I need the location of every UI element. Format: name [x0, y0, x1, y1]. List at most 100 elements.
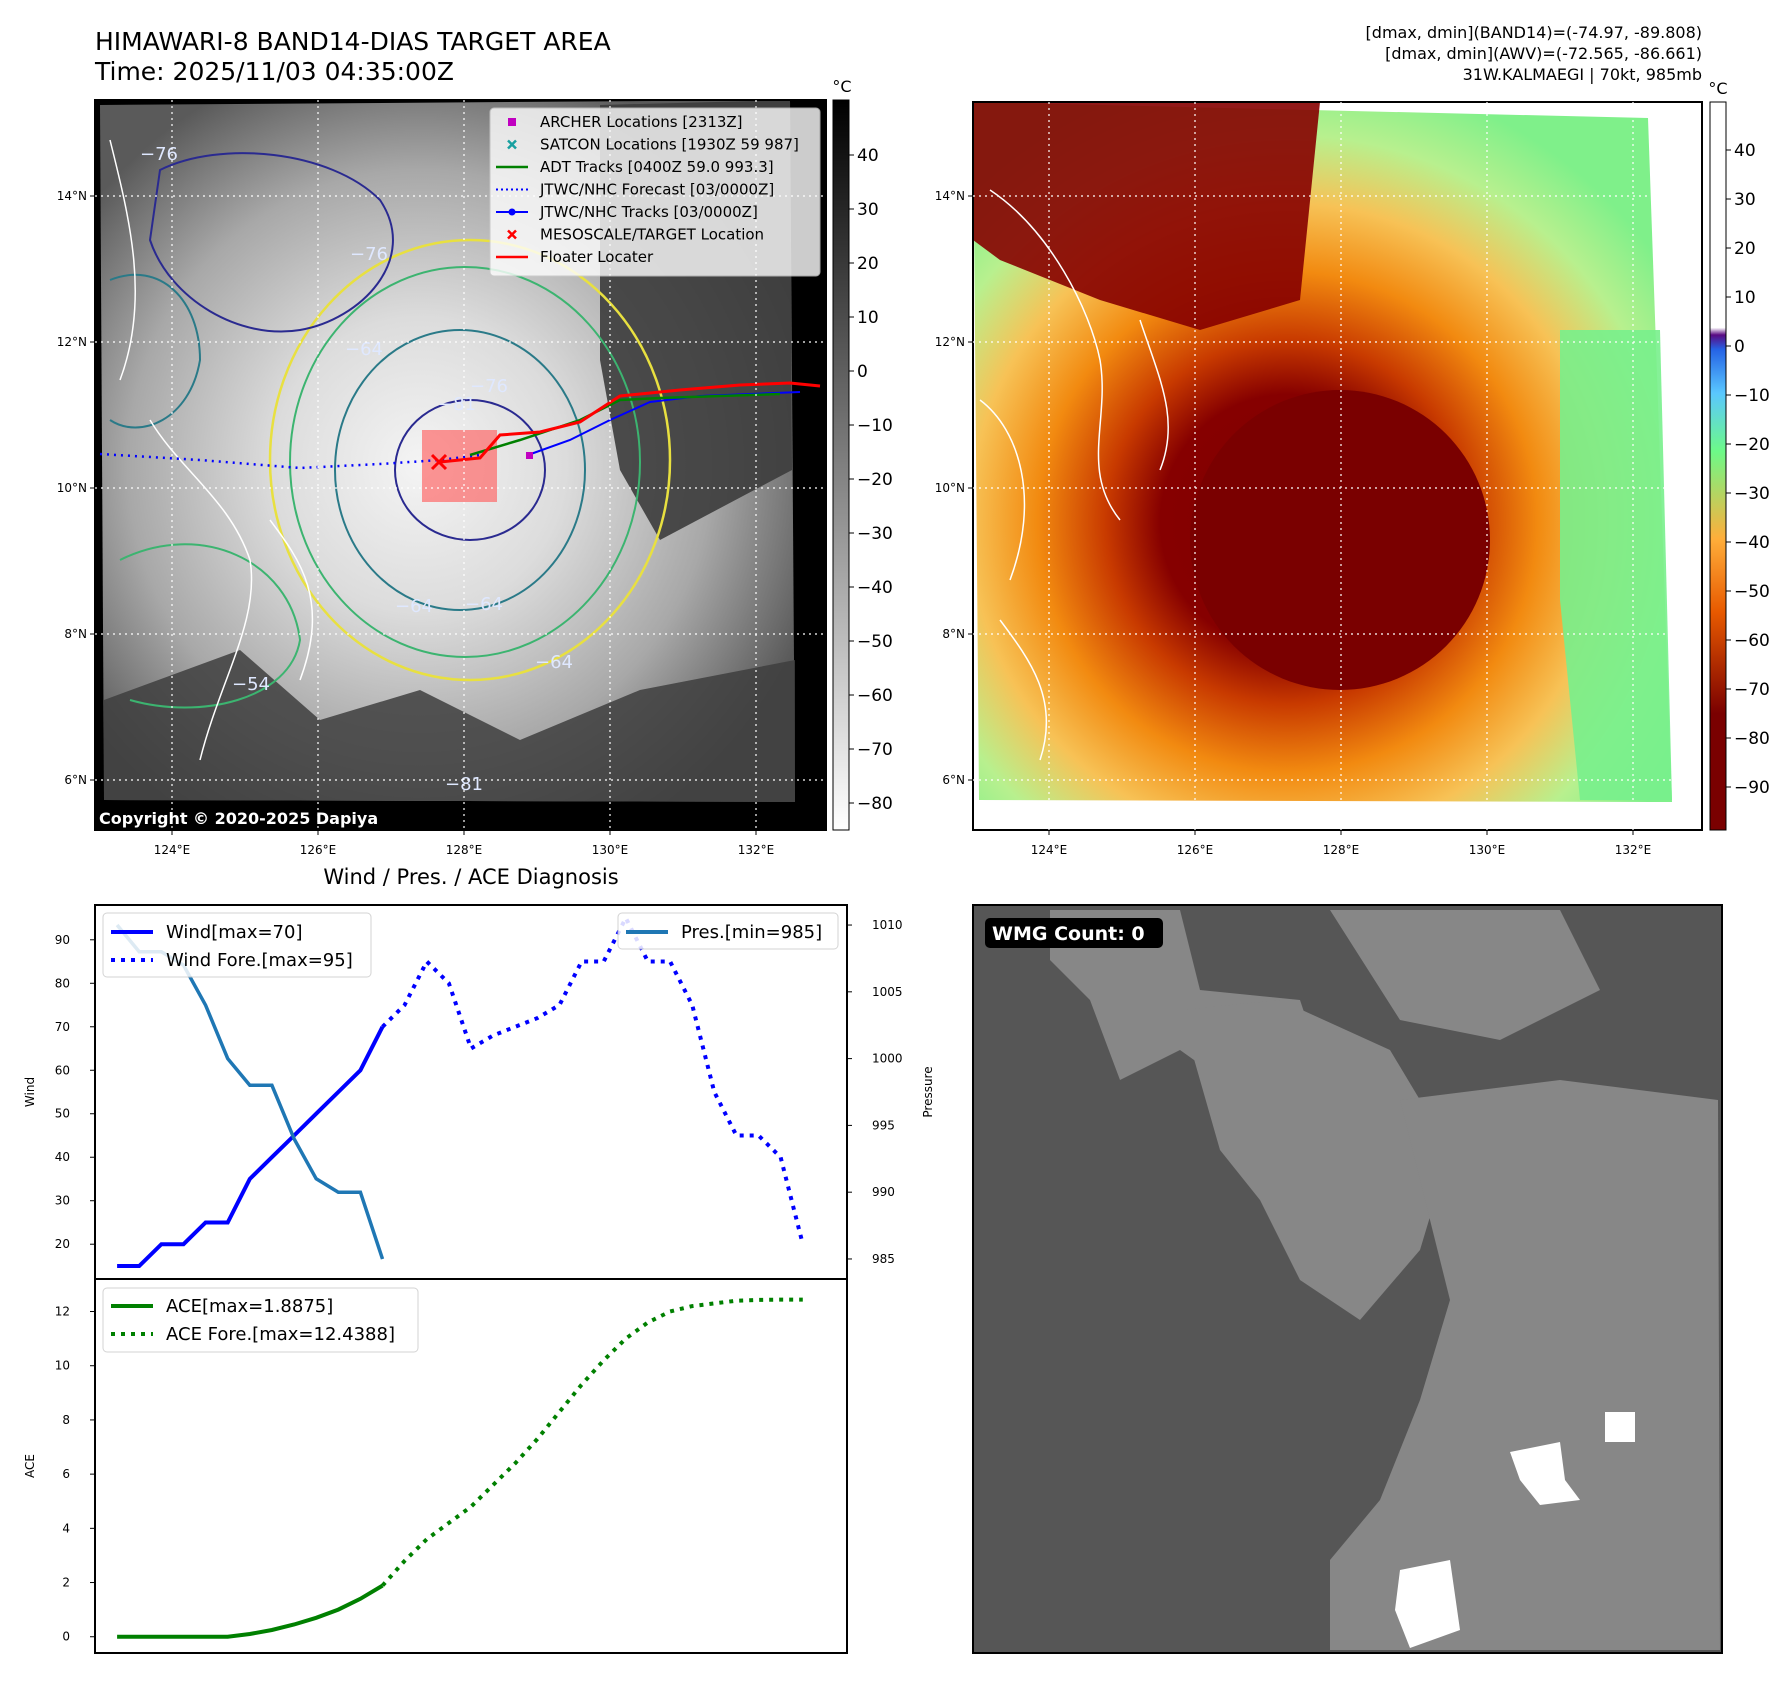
ace-forecast-line — [381, 1297, 803, 1587]
pressure-tick-label: 1005 — [872, 985, 903, 999]
colorbar-tick-label: 40 — [857, 146, 879, 166]
ace-tick-label: 0 — [62, 1630, 70, 1644]
wmg-white-patch-1 — [1605, 1412, 1635, 1442]
ir-legend-item: Floater Locater — [496, 248, 654, 266]
ir-contour-southwest — [119, 543, 302, 709]
awv-northwest-dry-region — [973, 102, 1320, 330]
ir-contour-label: −64 — [345, 339, 383, 360]
lat-tick-label: 10°N — [57, 481, 87, 495]
ir-legend-label: Floater Locater — [540, 248, 654, 266]
ir-colorbar — [832, 99, 850, 831]
ir-copyright-box — [95, 806, 405, 830]
lon-tick-label: 128°E — [1323, 843, 1360, 857]
ace-axis-label: ACE — [23, 1454, 37, 1478]
diagnosis-title: Wind / Pres. / ACE Diagnosis — [323, 865, 618, 889]
awv-gridlines — [973, 102, 1702, 830]
ir-legend-label: JTWC/NHC Tracks [03/0000Z] — [539, 203, 758, 221]
lat-tick-label: 12°N — [935, 335, 965, 349]
awv-colorbar — [1709, 101, 1727, 831]
wmg-white-patch-2 — [1510, 1442, 1580, 1505]
ir-contour-inner — [334, 329, 586, 611]
lon-tick-label: 132°E — [738, 843, 775, 857]
ir-contour-west — [109, 273, 202, 429]
wmg-light-region-center — [1180, 1000, 1450, 1320]
figure-title-line2: Time: 2025/11/03 04:35:00Z — [94, 57, 454, 86]
lat-tick-label: 6°N — [942, 773, 965, 787]
ace-series-line — [117, 1583, 384, 1639]
colorbar-tick-label: 20 — [857, 254, 879, 274]
wmg-label: WMG Count: 0 — [992, 923, 1145, 945]
awv-colorbar-unit: °C — [1708, 79, 1727, 98]
colorbar-tick-label: −40 — [1734, 533, 1770, 553]
lon-tick-label: 124°E — [154, 843, 191, 857]
pressure-tick-label: 995 — [872, 1118, 895, 1132]
ir-colorbar-ticks: 40 30 20 10 0 −10 −20 −30 −40 −50 −60 −70 −80 — [849, 146, 893, 814]
colorbar-tick-label: 20 — [1734, 239, 1756, 259]
lat-tick-label: 6°N — [64, 773, 87, 787]
awv-lat-ticks: 14°N 12°N 10°N 8°N 6°N — [935, 189, 973, 787]
ir-legend-item: ADT Tracks [0400Z 59.0 993.3] — [496, 158, 774, 176]
ace-legend-label: ACE[max=1.8875] — [166, 1296, 333, 1317]
wind-tick-label: 90 — [55, 933, 70, 947]
ir-contour-label: −54 — [232, 674, 270, 695]
ir-legend-item: SATCON Locations [1930Z 59 987] — [507, 136, 799, 154]
ir-contour-label: −76 — [350, 244, 388, 265]
legend-marker-dot — [508, 208, 516, 216]
figure-title-line1: HIMAWARI-8 BAND14-DIAS TARGET AREA — [95, 27, 611, 56]
pressure-tick-label: 1000 — [872, 1052, 903, 1066]
colorbar-tick-label: 30 — [1734, 190, 1756, 210]
pressure-tick-label: 985 — [872, 1252, 895, 1266]
ir-contour-label: −81 — [438, 394, 476, 415]
colorbar-tick-label: −60 — [857, 686, 893, 706]
awv-lon-ticks: 124°E 126°E 128°E 130°E 132°E — [1031, 830, 1651, 857]
colorbar-tick-label: −10 — [1734, 386, 1770, 406]
info-line3: 31W.KALMAEGI | 70kt, 985mb — [1463, 65, 1702, 84]
lat-tick-label: 12°N — [57, 335, 87, 349]
wind-fore-legend-label: Wind Fore.[max=95] — [166, 950, 353, 971]
legend-marker-square — [508, 118, 516, 126]
lon-tick-label: 124°E — [1031, 843, 1068, 857]
awv-map-panel: 124°E 126°E 128°E 130°E 132°E 14°N 12°N 10°N 8°… — [935, 79, 1770, 857]
ir-legend-label: MESOSCALE/TARGET Location — [540, 226, 764, 244]
awv-map-frame — [972, 101, 1703, 831]
ir-legend-item: JTWC/NHC Tracks [03/0000Z] — [496, 203, 758, 221]
ace-tick-label: 2 — [62, 1576, 70, 1590]
ir-contour-north — [148, 152, 394, 333]
ir-lat-ticks: 14°N 12°N 10°N 8°N 6°N — [57, 189, 95, 787]
colorbar-tick-label: −20 — [857, 470, 893, 490]
wmg-label-box — [985, 918, 1163, 948]
ace-tick-label: 4 — [62, 1521, 70, 1535]
pres-legend-label: Pres.[min=985] — [681, 922, 822, 943]
wind-tick-label: 60 — [55, 1063, 70, 1077]
pres-legend-box — [617, 912, 839, 950]
info-line1: [dmax, dmin](BAND14)=(-74.97, -89.808) — [1366, 23, 1702, 42]
lat-tick-label: 14°N — [935, 189, 965, 203]
awv-eye-core — [1190, 390, 1490, 690]
wind-legend-box — [102, 912, 372, 978]
ace-fore-legend-label: ACE Fore.[max=12.4388] — [166, 1324, 395, 1345]
colorbar-tick-label: −50 — [1734, 582, 1770, 602]
wind-tick-label: 50 — [55, 1107, 70, 1121]
ace-tick-label: 6 — [62, 1467, 70, 1481]
wmg-panel: WMG Count: 0 — [972, 904, 1723, 1654]
ir-copyright: Copyright © 2020-2025 Dapiya — [99, 809, 378, 828]
awv-coastline — [979, 189, 1170, 761]
wind-series-line — [117, 1025, 385, 1268]
pressure-tick-label: 1010 — [872, 918, 903, 932]
colorbar-tick-label: −70 — [1734, 680, 1770, 700]
colorbar-tick-label: 10 — [1734, 288, 1756, 308]
ir-contour-label: −64 — [395, 596, 433, 617]
ace-legend-box — [102, 1287, 419, 1353]
ir-map-panel: Copyright © 2020-2025 Dapiya −76−64−76−8… — [57, 77, 893, 857]
lat-tick-label: 8°N — [942, 627, 965, 641]
lat-tick-label: 8°N — [64, 627, 87, 641]
wind-tick-label: 70 — [55, 1020, 70, 1034]
wind-tick-label: 40 — [55, 1150, 70, 1164]
ir-contour-outer — [268, 238, 672, 682]
wmg-light-region-northeast — [1330, 910, 1600, 1040]
ir-legend-item: MESOSCALE/TARGET Location — [507, 226, 764, 244]
colorbar-tick-label: −90 — [1734, 778, 1770, 798]
ace-chart: ACE 0 2 4 6 8 10 12 ACE[max=1.8875] ACE Fore.[… — [23, 1278, 848, 1654]
pressure-axis-label: Pressure — [921, 1066, 935, 1117]
